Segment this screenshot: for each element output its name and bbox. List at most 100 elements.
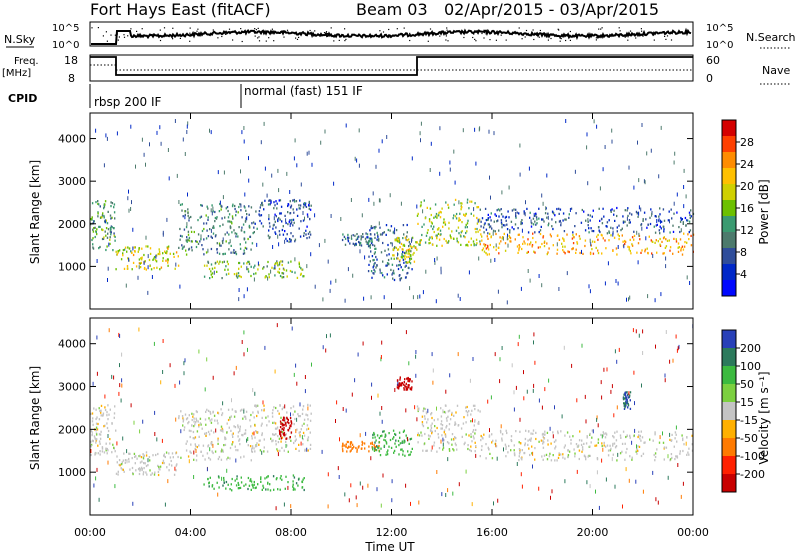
range-gate-cell: [113, 234, 115, 237]
y-tick-label: 2000: [58, 218, 86, 231]
range-gate-cell: [155, 254, 158, 257]
range-gate-cell: [111, 374, 113, 379]
range-gate-cell: [526, 389, 528, 394]
range-gate-cell: [598, 505, 600, 510]
range-gate-cell: [145, 451, 148, 454]
range-gate-cell: [265, 275, 267, 278]
range-gate-cell: [257, 410, 259, 413]
range-gate-cell: [185, 449, 188, 452]
range-gate-cell: [291, 270, 293, 273]
range-gate-cell: [238, 267, 240, 270]
range-gate-cell: [181, 209, 183, 212]
range-gate-cell: [345, 408, 347, 413]
range-gate-cell: [368, 255, 370, 258]
range-gate-cell: [188, 247, 191, 250]
range-gate-cell: [406, 239, 408, 242]
range-gate-cell: [562, 245, 564, 248]
range-gate-cell: [393, 272, 395, 275]
range-gate-cell: [235, 458, 237, 463]
range-gate-cell: [380, 447, 382, 450]
colorbar-swatch: [722, 184, 736, 201]
range-gate-cell: [135, 469, 137, 472]
range-gate-cell: [298, 449, 300, 452]
range-gate-cell: [207, 248, 209, 253]
range-gate-cell: [535, 223, 537, 226]
range-gate-cell: [148, 456, 151, 459]
range-gate-cell: [90, 430, 93, 433]
range-gate-cell: [214, 220, 216, 223]
range-gate-cell: [516, 211, 518, 214]
range-gate-cell: [567, 454, 570, 457]
range-gate-cell: [436, 228, 439, 231]
range-gate-cell: [126, 265, 129, 268]
range-gate-cell: [497, 289, 499, 294]
range-gate-cell: [431, 222, 433, 225]
range-gate-cell: [113, 203, 116, 206]
nsky-trace: [91, 27, 692, 45]
nsearch-point: [388, 28, 390, 31]
range-gate-cell: [637, 435, 639, 439]
range-gate-cell: [374, 270, 376, 273]
range-gate-cell: [546, 431, 549, 434]
range-gate-cell: [400, 448, 402, 451]
range-gate-cell: [277, 218, 279, 221]
range-gate-cell: [114, 235, 116, 238]
range-gate-cell: [663, 458, 665, 461]
range-gate-cell: [265, 488, 267, 491]
range-gate-cell: [417, 434, 419, 437]
range-gate-cell: [282, 416, 285, 419]
range-gate-cell: [451, 230, 453, 233]
range-gate-cell: [680, 216, 682, 220]
range-gate-cell: [399, 277, 401, 280]
range-gate-cell: [380, 251, 383, 254]
nsearch-point: [130, 28, 132, 30]
range-gate-cell: [375, 164, 377, 169]
range-gate-cell: [244, 246, 247, 249]
range-gate-cell: [221, 217, 223, 220]
range-gate-cell: [218, 262, 220, 265]
range-gate-cell: [212, 210, 214, 213]
range-gate-cell: [268, 229, 270, 232]
range-gate-cell: [659, 243, 661, 246]
range-gate-cell: [688, 447, 690, 450]
range-gate-cell: [267, 488, 269, 491]
range-gate-cell: [669, 359, 671, 364]
range-gate-cell: [399, 259, 401, 262]
y-tick-label: 4000: [58, 133, 86, 146]
power-ylabel: Slant Range [km]: [28, 160, 42, 264]
nsearch-point: [283, 31, 285, 33]
range-gate-cell: [290, 407, 292, 410]
range-gate-cell: [291, 326, 293, 331]
range-gate-cell: [627, 396, 630, 399]
range-gate-cell: [533, 383, 535, 388]
range-gate-cell: [375, 449, 378, 452]
range-gate-cell: [443, 237, 445, 241]
range-gate-cell: [279, 404, 281, 407]
range-gate-cell: [380, 357, 382, 362]
range-gate-cell: [515, 385, 517, 390]
range-gate-cell: [214, 266, 216, 269]
range-gate-cell: [228, 426, 230, 429]
range-gate-cell: [187, 214, 189, 217]
range-gate-cell: [672, 252, 674, 255]
range-gate-cell: [237, 481, 239, 485]
nsearch-point: [258, 40, 261, 42]
range-gate-cell: [194, 436, 197, 439]
range-gate-cell: [292, 224, 294, 227]
range-gate-cell: [399, 246, 401, 249]
range-gate-cell: [187, 121, 189, 126]
range-gate-cell: [625, 435, 627, 439]
colorbar-swatch: [722, 280, 736, 297]
range-gate-cell: [186, 124, 188, 129]
range-gate-cell: [132, 501, 134, 506]
range-gate-cell: [113, 416, 115, 419]
range-gate-cell: [555, 439, 557, 442]
range-gate-cell: [478, 422, 480, 425]
range-gate-cell: [289, 212, 292, 215]
range-gate-cell: [393, 254, 395, 257]
range-gate-cell: [229, 446, 232, 450]
range-gate-cell: [191, 249, 193, 252]
range-gate-cell: [686, 275, 688, 280]
range-gate-cell: [246, 287, 248, 292]
nsearch-point: [221, 35, 223, 38]
